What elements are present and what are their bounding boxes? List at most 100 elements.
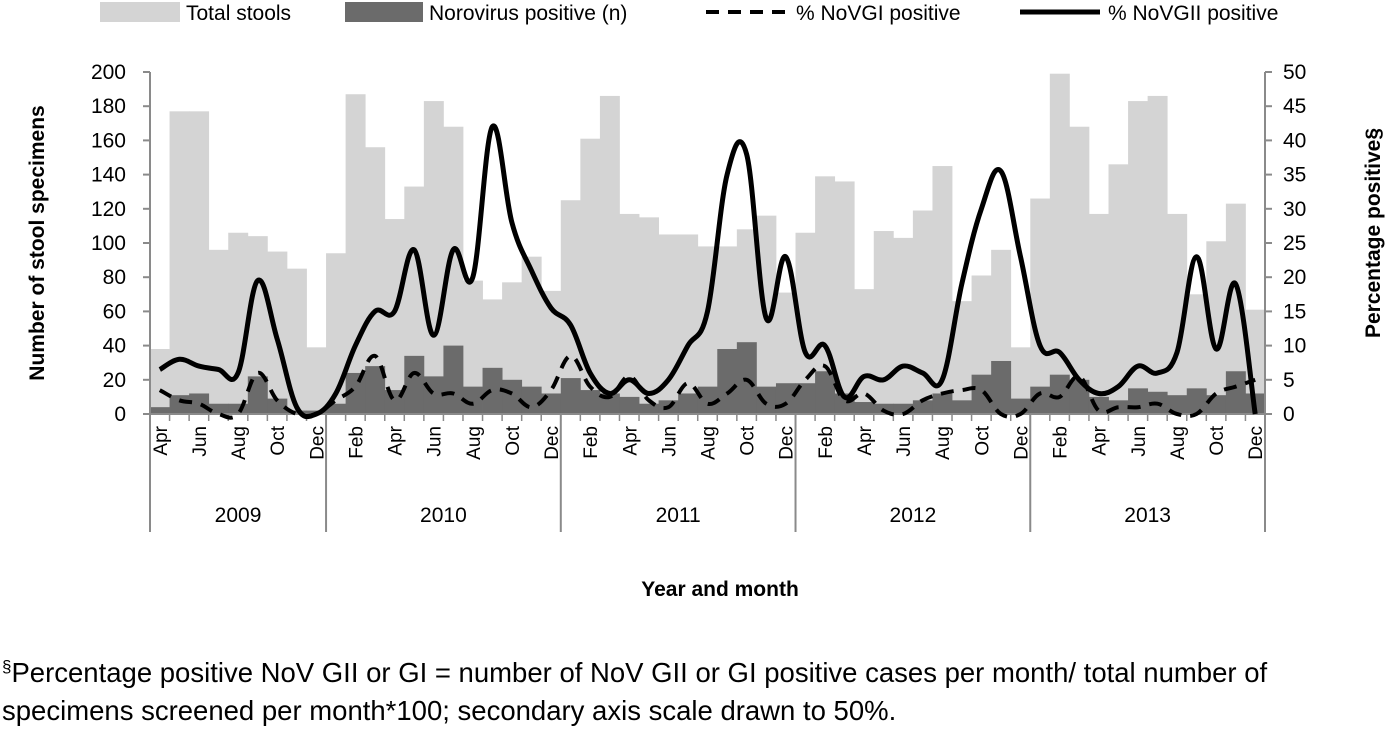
month-label: Dec (1246, 426, 1267, 460)
total-stools-bar (228, 232, 249, 414)
month-label: Dec (777, 426, 798, 460)
total-stools-bar (834, 181, 855, 414)
chart: Total stools Norovirus positive (n) % NoVG… (26, 2, 1385, 601)
y2-tick-label: 40 (1283, 129, 1306, 152)
norovirus-positive-bar (502, 379, 523, 414)
total-stools-bar (306, 347, 327, 414)
norovirus-positive-bar (717, 349, 738, 414)
y-tick-label: 200 (91, 61, 126, 84)
month-label: Oct (738, 425, 759, 455)
norovirus-positive-bar (169, 395, 190, 414)
y-axis-title: Number of stool specimens (26, 105, 49, 380)
norovirus-positive-bar (893, 403, 914, 414)
y-tick-label: 120 (91, 198, 126, 221)
total-stools-bar (795, 232, 816, 414)
month-label: Jun (425, 426, 446, 457)
norovirus-positive-bar (912, 400, 933, 414)
month-label: Aug (464, 426, 485, 460)
y2-tick-label: 30 (1283, 198, 1306, 221)
y2-tick-label: 0 (1283, 403, 1295, 426)
month-label: Jun (894, 426, 915, 457)
total-stools-bar (873, 231, 894, 414)
norovirus-positive-bar (1049, 374, 1070, 414)
total-stools-bar (1186, 294, 1207, 414)
footnote-text: Percentage positive NoV GII or GI = numb… (2, 657, 1268, 727)
norovirus-positive-bar (971, 374, 992, 414)
month-label: Aug (933, 426, 954, 460)
y2-tick-label: 5 (1283, 369, 1295, 392)
y-tick-label: 40 (103, 335, 126, 358)
month-label: Oct (268, 425, 289, 455)
norovirus-positive-bar (756, 386, 777, 414)
total-stools-bar (208, 249, 229, 414)
y2-tick-label: 15 (1283, 300, 1306, 323)
norovirus-positive-bar (208, 403, 229, 414)
y-tick-label: 60 (103, 300, 126, 323)
total-stools-bar (952, 301, 972, 414)
total-stools-bar (1069, 126, 1090, 414)
norovirus-positive-bar (991, 360, 1012, 414)
month-label: Feb (816, 426, 837, 459)
year-label: 2013 (1124, 504, 1171, 527)
year-label: 2010 (420, 504, 467, 527)
month-label: Apr (1090, 425, 1111, 455)
norovirus-positive-bar (1030, 386, 1051, 414)
norovirus-positive-bar (1128, 388, 1149, 414)
y-tick-label: 80 (103, 266, 126, 289)
norovirus-positive-bar (150, 407, 170, 414)
legend-swatch (345, 2, 423, 22)
norovirus-positive-bar (1167, 395, 1188, 414)
total-stools-bar (1147, 95, 1168, 414)
total-stools-bar (521, 256, 542, 414)
month-label: Apr (386, 425, 407, 455)
y-tick-label: 20 (103, 369, 126, 392)
norovirus-positive-bar (560, 378, 581, 414)
total-stools-bar (286, 268, 307, 414)
norovirus-positive-bar (639, 403, 659, 414)
month-label: Apr (855, 425, 876, 455)
y2-tick-label: 25 (1283, 232, 1306, 255)
month-label: Oct (1207, 425, 1228, 455)
total-stools-bars (150, 73, 1266, 415)
norovirus-positive-bar (697, 386, 718, 414)
norovirus-positive-bar (795, 383, 816, 414)
month-label: Dec (1012, 426, 1033, 460)
month-label: Jun (1129, 426, 1150, 457)
total-stools-bar (599, 95, 620, 414)
total-stools-bar (1128, 101, 1149, 414)
total-stools-bar (1010, 347, 1031, 414)
axis-labels: 0 20 40 60 80 100 120 140 160 180 200 0 5 10 15 20 25 30 3… (91, 61, 1306, 527)
norovirus-positive-bar (228, 403, 249, 414)
norovirus-positive-bar (521, 386, 542, 414)
y2-tick-label: 35 (1283, 164, 1306, 187)
month-label: Aug (1168, 426, 1189, 460)
norovirus-positive-bar (482, 367, 503, 414)
year-label: 2011 (656, 504, 701, 527)
month-label: Dec (307, 426, 328, 460)
norovirus-positive-bar (932, 393, 953, 414)
legend-label: % NoVGI positive (796, 2, 961, 25)
month-label: Aug (699, 426, 720, 460)
total-stools-bar (423, 101, 444, 414)
norovirus-positive-bar (404, 355, 425, 414)
total-stools-bar (678, 234, 699, 414)
y2-tick-label: 20 (1283, 266, 1306, 289)
y-tick-label: 0 (114, 403, 126, 426)
y2-tick-label: 50 (1283, 61, 1306, 84)
total-stools-bar (365, 147, 386, 415)
norovirus-positive-bar (952, 400, 972, 414)
footnote: §Percentage positive NoV GII or GI = num… (2, 648, 1398, 730)
norovirus-positive-bar (267, 398, 288, 414)
month-label: Jun (659, 426, 680, 457)
month-label: Apr (151, 425, 172, 455)
norovirus-positive-bar (326, 403, 347, 414)
norovirus-positive-bar (678, 393, 699, 414)
total-stools-bar (639, 217, 659, 414)
norovirus-positive-bar (1069, 379, 1090, 414)
norovirus-positive-bar (345, 372, 366, 414)
total-stools-bar (1049, 73, 1070, 415)
month-label: Aug (229, 426, 250, 460)
norovirus-positive-bar (580, 390, 601, 414)
y-tick-label: 180 (91, 95, 126, 118)
norovirus-positive-bar (462, 386, 483, 414)
